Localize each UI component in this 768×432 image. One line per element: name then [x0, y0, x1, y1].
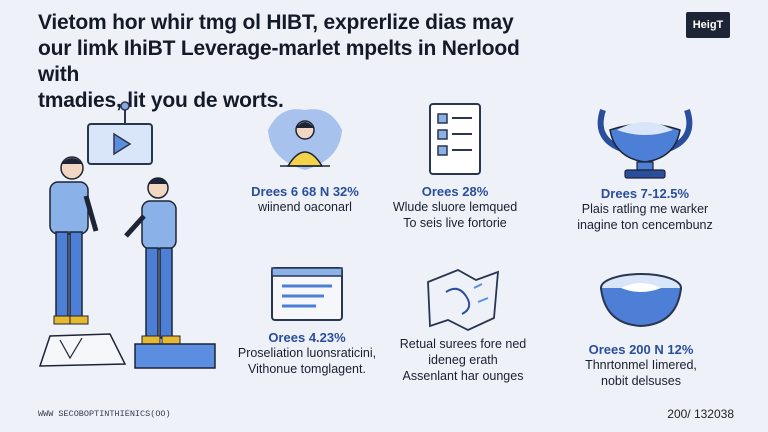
brand-logo: HeiɡT — [686, 12, 730, 38]
stat-label: Orees — [268, 330, 306, 345]
card-text: wiinend oaconarl — [258, 200, 352, 214]
headline: Vietom hor whir tmg ol HIBT, exprerlize … — [38, 10, 558, 114]
headline-line-1: Vietom hor whir tmg ol HIBT, exprerlize … — [38, 11, 514, 34]
info-card-2: Orees 28% Wlude sluore lemqued To seis l… — [380, 100, 530, 231]
info-card-1: Drees 6 68 N 32% wiinend oaconarl — [230, 100, 380, 215]
footer-url: WWW SECOBOPTINTHIENICS(OO) — [38, 409, 171, 419]
headline-line-2: our limk IhiBT Leverage-marlet mpelts in… — [38, 37, 520, 86]
card-text: nobit delsuses — [601, 374, 681, 388]
info-card-4: Orees 4.23% Proseliation luonsraticini, … — [232, 262, 382, 377]
card-text: Thnrtonmel Iimered, — [585, 358, 697, 372]
stat-value: 200 N 12% — [629, 342, 694, 357]
stat-value: 28% — [462, 184, 489, 199]
stat-label: Drees — [251, 184, 288, 199]
info-card-5: Retual surees fore ned ideneg erath Asse… — [388, 262, 538, 384]
checklist-icon — [429, 103, 481, 175]
person-right — [124, 177, 181, 345]
card-text: Retual surees fore ned — [399, 337, 527, 351]
stat-value: 6 68 N 32% — [290, 184, 359, 199]
trophy-bowl-icon — [597, 109, 693, 179]
stat-label: Drees — [600, 186, 638, 201]
card-text: Vithonue tomglagent. — [248, 362, 366, 376]
stat-value: 7-12.5% — [640, 186, 690, 201]
bowl-icon — [600, 273, 682, 328]
card-text: Proseliation luonsraticini, — [237, 346, 377, 360]
info-card-6: Orees 200 N 12% Thnrtonmel Iimered, nobi… — [566, 262, 716, 389]
card-text: Wlude sluore lemqued — [392, 200, 518, 214]
stat-label: Orees — [588, 342, 626, 357]
card-text: Assenlant har ounges — [402, 369, 524, 383]
torn-map-icon — [427, 269, 500, 331]
stat-label: Orees — [421, 184, 459, 199]
people-illustration — [38, 101, 216, 369]
stat-value: 4.23% — [308, 330, 346, 345]
card-text: ideneg erath — [428, 353, 498, 367]
info-card-3: Drees 7-12.5% Plais ratling me warker in… — [570, 100, 720, 233]
card-text: inagine ton cencembunz — [577, 218, 713, 232]
headline-line-3: tmadies, lit you de worts. — [38, 89, 284, 112]
calendar-card-icon — [271, 267, 343, 321]
card-text: To seis live fortorie — [403, 216, 507, 230]
mentor-icon — [268, 109, 342, 170]
person-left — [49, 156, 99, 325]
video-screen-icon — [87, 101, 153, 165]
footer-code: 200/ 132038 — [667, 407, 734, 421]
card-text: Plais ratling me warker — [581, 202, 709, 216]
